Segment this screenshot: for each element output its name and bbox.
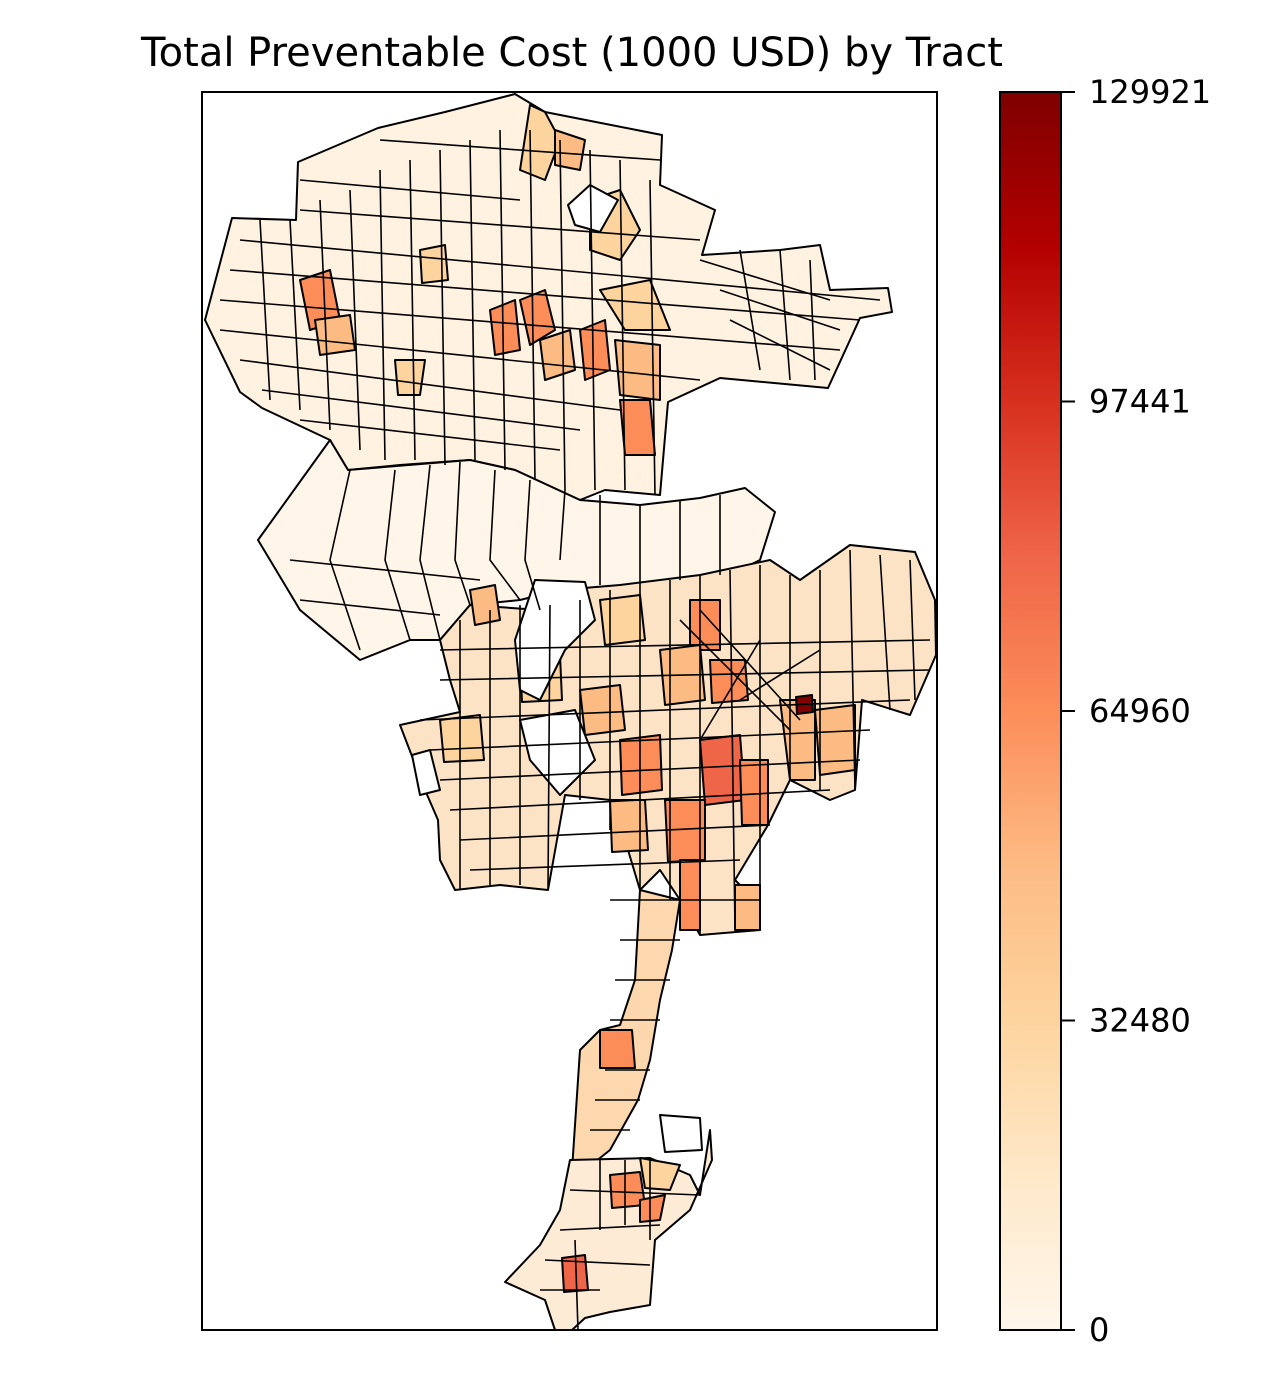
tract-map [204,93,937,1330]
map-title: Total Preventable Cost (1000 USD) by Tra… [140,30,1003,76]
colorbar-tick-label: 97441 [1089,382,1191,420]
colorbar-tick-label: 32480 [1089,1002,1191,1040]
colorbar-gradient [999,91,1062,1331]
tract-boundaries [219,129,931,1330]
colorbar-ticks: 0 32480 64960 97441 129921 [1061,73,1211,1349]
colorbar-tick-label: 64960 [1089,692,1191,730]
colorbar-tick-label: 129921 [1089,73,1211,111]
colorbar: 0 32480 64960 97441 129921 [999,73,1211,1349]
colorbar-tick-label: 0 [1089,1311,1109,1349]
